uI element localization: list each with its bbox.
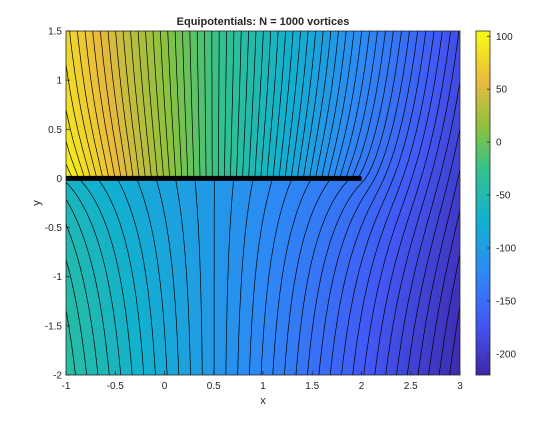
colorbar-ticks: 100 50 0 -50 -100 -150 -200 xyxy=(487,32,516,360)
x-tick-label: 1.5 xyxy=(305,381,319,392)
y-tick-label: -0.5 xyxy=(45,223,63,234)
colorbar-tick-label: 0 xyxy=(496,138,502,149)
contour-line xyxy=(341,31,427,375)
colorbar-tick-label: 100 xyxy=(496,32,513,43)
contour-line xyxy=(449,306,460,375)
y-tick-label: -1 xyxy=(53,272,62,283)
x-axis-ticks: -1 -0.5 0 0.5 1 1.5 2 2.5 3 xyxy=(62,371,463,392)
contour-line xyxy=(417,169,460,375)
contour-line xyxy=(329,31,419,375)
contour-line xyxy=(352,31,435,375)
contour-line xyxy=(374,31,451,375)
y-axis-label: y xyxy=(31,200,43,206)
colorbar-tick-label: -200 xyxy=(496,349,516,360)
colorbar-tick-label: -150 xyxy=(496,296,516,307)
x-tick-label: 0 xyxy=(162,381,168,392)
contour-line xyxy=(307,31,402,375)
contour-line xyxy=(363,31,443,375)
chart-title: Equipotentials: N = 1000 vortices xyxy=(177,16,350,28)
y-axis-ticks: 1.5 1 0.5 0 -0.5 -1 -1.5 -2 xyxy=(45,27,70,382)
colorbar-tick-label: -100 xyxy=(496,243,516,254)
x-tick-label: 2 xyxy=(359,381,365,392)
x-tick-label: -1 xyxy=(62,381,71,392)
y-tick-label: 1 xyxy=(56,76,62,87)
x-tick-label: 3 xyxy=(457,381,463,392)
y-tick-label: -2 xyxy=(53,371,62,382)
contour-line xyxy=(318,31,410,375)
x-tick-label: 0.5 xyxy=(207,381,221,392)
colorbar-tick-label: 50 xyxy=(496,85,508,96)
x-tick-label: -0.5 xyxy=(107,381,125,392)
contour-line xyxy=(385,31,460,375)
x-axis-label: x xyxy=(260,395,266,407)
y-tick-label: 0.5 xyxy=(48,125,62,136)
y-tick-label: 1.5 xyxy=(48,27,62,38)
y-tick-label: -1.5 xyxy=(45,321,63,332)
colorbar-tick-label: -50 xyxy=(496,191,511,202)
potential-field-image xyxy=(66,31,460,375)
y-tick-label: 0 xyxy=(56,174,62,185)
x-tick-label: 1 xyxy=(260,381,266,392)
x-tick-label: 2.5 xyxy=(404,381,418,392)
colorbar xyxy=(475,30,491,376)
